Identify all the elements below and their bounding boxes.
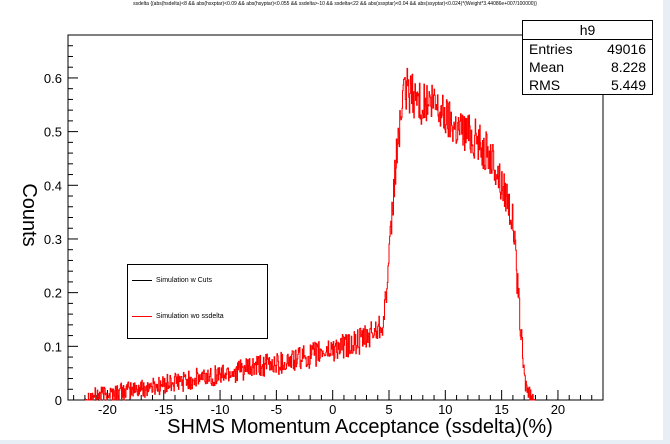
y-tick-label: 0.5	[44, 125, 62, 140]
y-axis-label: Counts	[18, 183, 40, 246]
legend-line	[132, 316, 152, 317]
x-axis-label: SHMS Momentum Acceptance (ssdelta)(%)	[167, 416, 553, 438]
y-tick-label: 0.2	[44, 286, 62, 301]
x-tick-label: 0	[329, 402, 336, 417]
stats-value: 49016	[607, 41, 646, 57]
y-tick-label: 0.1	[44, 339, 62, 354]
legend-line	[132, 280, 152, 281]
x-tick-label: 5	[385, 402, 392, 417]
x-tick-label: -5	[271, 402, 283, 417]
stats-value: 5.449	[610, 77, 646, 93]
stats-row-mean: Mean 8.228	[523, 58, 652, 76]
y-tick-label: 0	[55, 393, 62, 408]
y-tick-label: 0.3	[44, 232, 62, 247]
cut-expression: ssdelta {(abs(hsdelta)<8 && abs(hsxptar)…	[133, 1, 537, 7]
x-tick-label: 15	[494, 402, 508, 417]
legend: Simulation w Cuts Simulation wo ssdelta	[127, 264, 268, 339]
stats-row-entries: Entries 49016	[523, 40, 652, 58]
x-tick-label: -15	[154, 402, 173, 417]
legend-label: Simulation w Cuts	[156, 277, 213, 284]
series-line-1	[84, 67, 536, 401]
stats-title: h9	[523, 21, 652, 40]
x-tick-label: -10	[211, 402, 230, 417]
stats-label: Mean	[529, 59, 565, 75]
legend-entry: Simulation wo ssdelta	[132, 313, 224, 320]
x-tick-label: 10	[438, 402, 452, 417]
stats-row-rms: RMS 5.449	[523, 76, 652, 94]
legend-label: Simulation wo ssdelta	[156, 313, 224, 320]
y-tick-label: 0.6	[44, 71, 62, 86]
data-layer	[84, 67, 536, 401]
window-edge	[663, 0, 670, 444]
window-edge	[0, 440, 670, 444]
stats-label: RMS	[529, 77, 561, 93]
stats-label: Entries	[529, 41, 573, 57]
y-tick-label: 0.4	[44, 178, 62, 193]
legend-entry: Simulation w Cuts	[132, 277, 212, 284]
stats-box: h9 Entries 49016 Mean 8.228 RMS 5.449	[522, 20, 653, 95]
x-tick-label: -20	[98, 402, 117, 417]
x-tick-label: 20	[551, 402, 565, 417]
stats-value: 8.228	[610, 59, 646, 75]
axes-layer: -20 -15 -10 -5 0 5 10 15 20 0 0.1 0.2 0.3 0.4 0.5 0.6	[44, 34, 604, 417]
